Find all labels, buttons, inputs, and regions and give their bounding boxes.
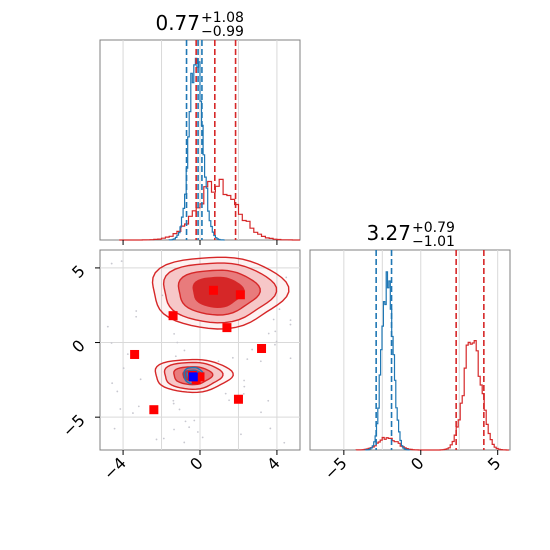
red-marker (257, 344, 267, 354)
noise-point (184, 420, 187, 423)
hist-y-red-series (355, 340, 509, 451)
noise-point (106, 325, 109, 328)
contour-red-0-0 (192, 276, 245, 309)
noise-point (272, 318, 275, 321)
noise-point (135, 315, 138, 318)
red-marker (235, 290, 245, 300)
noise-point (231, 356, 234, 359)
noise-point (267, 399, 270, 402)
noise-point (274, 330, 277, 333)
hist-x-red-series (119, 178, 300, 241)
noise-point (283, 441, 286, 444)
noise-point (240, 433, 242, 436)
hist-y-curves (355, 271, 509, 451)
red-marker (130, 349, 140, 359)
noise-point (289, 319, 292, 322)
noise-point (110, 262, 113, 265)
noise-point (267, 332, 270, 335)
hist-y-ticks: −5 0 5 (321, 450, 505, 484)
noise-point (161, 294, 164, 297)
scatter-xy-x-tick-label: 4 (263, 453, 284, 474)
hist-y-quantiles (375, 250, 485, 450)
noise-point (135, 310, 138, 312)
hist-y-title-value: 3.27 (366, 221, 411, 245)
noise-point (155, 438, 158, 441)
noise-point (173, 332, 176, 335)
noise-point (176, 341, 179, 344)
scatter-xy-contours (151, 256, 290, 394)
noise-point (119, 408, 122, 410)
noise-point (137, 405, 140, 408)
noise-point (228, 399, 230, 402)
hist-y-x-tick-label: −5 (321, 453, 351, 483)
noise-point (139, 378, 142, 381)
noise-point (132, 412, 134, 414)
hist-x-title-plus: +1.08 (201, 10, 244, 26)
noise-point (224, 392, 227, 395)
hist-x-title-minus: −0.99 (201, 24, 244, 40)
noise-point (259, 360, 262, 363)
scatter-xy-y-tick-label: 5 (68, 261, 89, 282)
hist-x-ticks (122, 240, 278, 245)
red-marker (222, 323, 232, 333)
red-marker (233, 394, 243, 404)
noise-point (193, 419, 196, 422)
noise-point (251, 348, 254, 351)
scatter-xy-x-tick-label: −4 (100, 453, 130, 483)
hist-y-title-minus: −1.01 (412, 234, 455, 250)
red-marker (149, 405, 159, 415)
hist-x-quantiles (185, 40, 237, 240)
noise-point (162, 437, 165, 440)
noise-point (116, 390, 119, 393)
noise-point (126, 353, 129, 356)
noise-point (173, 428, 175, 431)
noise-point (242, 392, 245, 395)
scatter-xy-x-tick-label: 0 (186, 453, 207, 474)
noise-point (243, 385, 246, 388)
noise-point (174, 355, 177, 358)
noise-point (274, 343, 276, 346)
noise-point (275, 340, 278, 343)
red-marker (168, 311, 178, 321)
noise-point (278, 308, 281, 311)
noise-point (188, 426, 191, 429)
blue-marker (188, 372, 198, 382)
noise-point (110, 342, 113, 344)
noise-point (183, 441, 186, 444)
scatter-xy-y-tick-label: 0 (68, 336, 89, 357)
noise-point (260, 411, 262, 414)
hist-y-title-plus: +0.79 (412, 220, 455, 236)
noise-point (113, 427, 116, 430)
noise-point (269, 427, 272, 430)
noise-point (217, 360, 220, 363)
noise-point (201, 436, 204, 439)
noise-point (289, 357, 292, 360)
noise-point (289, 323, 292, 326)
hist-y-grid (343, 250, 499, 450)
hist-x-title-value: 0.77 (155, 11, 200, 35)
hist-y-x-tick-label: 0 (407, 453, 428, 474)
noise-point (172, 399, 175, 402)
hist-y-frame (309, 249, 511, 451)
hist-x-panel: 0.77 +1.08 −0.99 (99, 10, 301, 245)
noise-point (196, 431, 199, 433)
noise-point (111, 382, 114, 385)
scatter-xy-y-tick-label: −5 (59, 411, 89, 441)
noise-point (178, 408, 181, 411)
red-marker (208, 285, 218, 295)
scatter-xy-panel: −4 0 4 −5 0 5 (59, 249, 301, 484)
noise-point (246, 358, 249, 361)
noise-point (243, 379, 245, 382)
hist-y-panel: −5 0 5 3.27 +0.79 −1.01 (309, 220, 511, 484)
hist-y-x-tick-label: 5 (484, 453, 505, 474)
scatter-xy-points (130, 285, 267, 415)
noise-point (285, 276, 288, 279)
hist-y-blue-series (364, 271, 411, 451)
noise-point (172, 402, 175, 405)
noise-point (120, 260, 123, 262)
noise-point (183, 349, 186, 352)
noise-point (122, 367, 125, 370)
